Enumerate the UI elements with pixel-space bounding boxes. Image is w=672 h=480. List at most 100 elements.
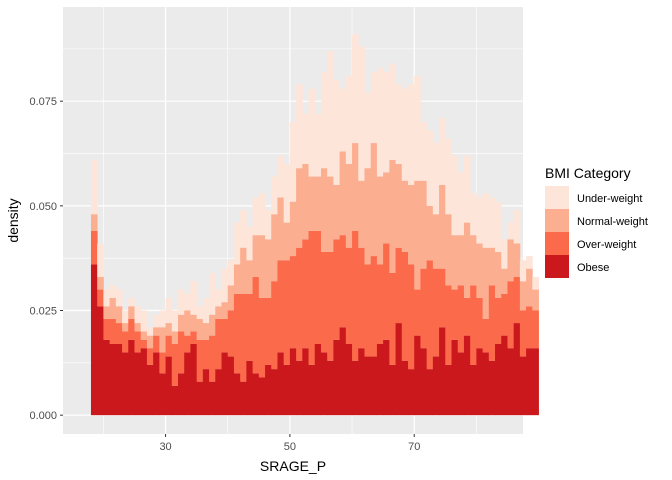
bar-segment-obese xyxy=(184,352,191,416)
bar-segment-over-weight xyxy=(513,277,521,324)
bar-segment-normal-weight xyxy=(333,184,341,240)
bar-segment-obese xyxy=(209,381,216,416)
bar-segment-over-weight xyxy=(146,348,154,365)
bar-segment-normal-weight xyxy=(265,239,272,298)
bar-segment-under-weight xyxy=(90,159,98,215)
bar-segment-over-weight xyxy=(526,306,533,349)
bar-segment-under-weight xyxy=(196,306,204,319)
bar-segment-over-weight xyxy=(296,247,303,361)
bar-segment-under-weight xyxy=(482,193,490,248)
bar-segment-obese xyxy=(507,348,515,416)
bar-segment-under-weight xyxy=(451,155,459,236)
bar-segment-normal-weight xyxy=(345,163,353,248)
bar-segment-under-weight xyxy=(190,281,198,315)
bar-segment-under-weight xyxy=(457,172,465,236)
bar-segment-under-weight xyxy=(134,306,142,324)
bar-segment-under-weight xyxy=(439,117,446,185)
bar-segment-under-weight xyxy=(389,63,396,160)
bar-segment-normal-weight xyxy=(383,172,390,244)
bar-segment-obese xyxy=(103,339,111,416)
bar-segment-over-weight xyxy=(383,243,390,340)
bar-segment-under-weight xyxy=(97,243,104,278)
bar-segment-over-weight xyxy=(364,264,372,357)
bar-segment-under-weight xyxy=(426,130,434,206)
bar-segment-obese xyxy=(482,352,490,416)
bar-segment-over-weight xyxy=(277,260,285,353)
bar-segment-under-weight xyxy=(296,84,303,169)
bar-segment-obese xyxy=(277,352,285,416)
bar-segment-normal-weight xyxy=(488,247,496,286)
bar-segment-under-weight xyxy=(122,310,129,324)
bar-segment-under-weight xyxy=(513,210,521,244)
bar-segment-normal-weight xyxy=(97,277,104,290)
bar-segment-obese xyxy=(445,364,452,416)
bar-segment-over-weight xyxy=(345,247,353,344)
bar-segment-under-weight xyxy=(252,197,260,236)
bar-segment-over-weight xyxy=(333,239,341,340)
bar-segment-under-weight xyxy=(109,285,117,298)
legend-key xyxy=(545,255,569,278)
bar-segment-normal-weight xyxy=(395,163,403,248)
bar-segment-over-weight xyxy=(209,335,216,382)
bar-segment-normal-weight xyxy=(196,318,204,340)
bar-segment-normal-weight xyxy=(501,268,508,294)
bar-segment-over-weight xyxy=(519,310,527,357)
bar-segment-over-weight xyxy=(140,339,148,349)
bar-segment-obese xyxy=(134,352,142,416)
y-tick-label: 0.050 xyxy=(29,201,57,213)
bar-segment-under-weight xyxy=(233,222,241,265)
bar-segment-under-weight xyxy=(258,193,266,236)
bar-segment-over-weight xyxy=(358,247,365,349)
histogram-bars xyxy=(90,34,539,416)
bar-segment-under-weight xyxy=(277,155,285,198)
bar-segment-obese xyxy=(289,348,297,416)
bar-segment-under-weight xyxy=(308,88,316,177)
bar-segment-over-weight xyxy=(178,331,185,374)
bar-segment-normal-weight xyxy=(314,176,322,231)
bar-segment-under-weight xyxy=(215,289,222,307)
bar-segment-under-weight xyxy=(352,34,359,144)
bar-segment-obese xyxy=(327,360,334,416)
bar-segment-normal-weight xyxy=(209,314,216,336)
bar-segment-obese xyxy=(140,348,148,416)
bar-segment-obese xyxy=(470,364,477,416)
legend-key xyxy=(545,232,569,255)
bar-segment-under-weight xyxy=(526,256,533,269)
bar-segment-under-weight xyxy=(240,210,247,248)
bar-segment-over-weight xyxy=(184,335,191,353)
bar-segment-over-weight xyxy=(196,339,204,382)
bar-segment-over-weight xyxy=(451,289,459,340)
bar-segment-under-weight xyxy=(103,289,111,307)
bar-segment-over-weight xyxy=(165,335,173,357)
bar-segment-normal-weight xyxy=(215,306,222,319)
bar-segment-normal-weight xyxy=(463,222,471,298)
bar-segment-obese xyxy=(215,369,222,416)
bar-segment-under-weight xyxy=(140,310,148,332)
bar-segment-obese xyxy=(122,352,129,416)
bar-segment-under-weight xyxy=(153,314,160,328)
y-axis-ticks: 0.000 0.025 0.050 0.075 xyxy=(29,96,63,422)
bar-segment-under-weight xyxy=(519,260,527,282)
bar-segment-over-weight xyxy=(233,293,241,374)
bar-segment-over-weight xyxy=(457,285,465,353)
bar-segment-normal-weight xyxy=(140,331,148,340)
bar-segment-normal-weight xyxy=(308,176,316,231)
bar-segment-normal-weight xyxy=(171,331,179,344)
bar-segment-obese xyxy=(488,360,496,416)
bar-segment-obese xyxy=(115,343,123,416)
bar-segment-normal-weight xyxy=(457,235,465,286)
bar-segment-over-weight xyxy=(308,230,316,365)
bar-segment-obese xyxy=(314,343,322,416)
bar-segment-obese xyxy=(463,335,471,416)
bar-segment-under-weight xyxy=(470,193,477,236)
bar-segment-normal-weight xyxy=(258,235,266,298)
bar-segment-obese xyxy=(190,343,198,416)
bar-segment-normal-weight xyxy=(122,323,129,332)
bar-segment-under-weight xyxy=(178,289,185,315)
bar-segment-over-weight xyxy=(507,281,515,349)
bar-segment-under-weight xyxy=(432,143,440,215)
bar-segment-normal-weight xyxy=(532,289,539,311)
bar-segment-over-weight xyxy=(376,264,384,344)
bar-segment-obese xyxy=(178,373,185,416)
bar-segment-normal-weight xyxy=(159,327,166,353)
